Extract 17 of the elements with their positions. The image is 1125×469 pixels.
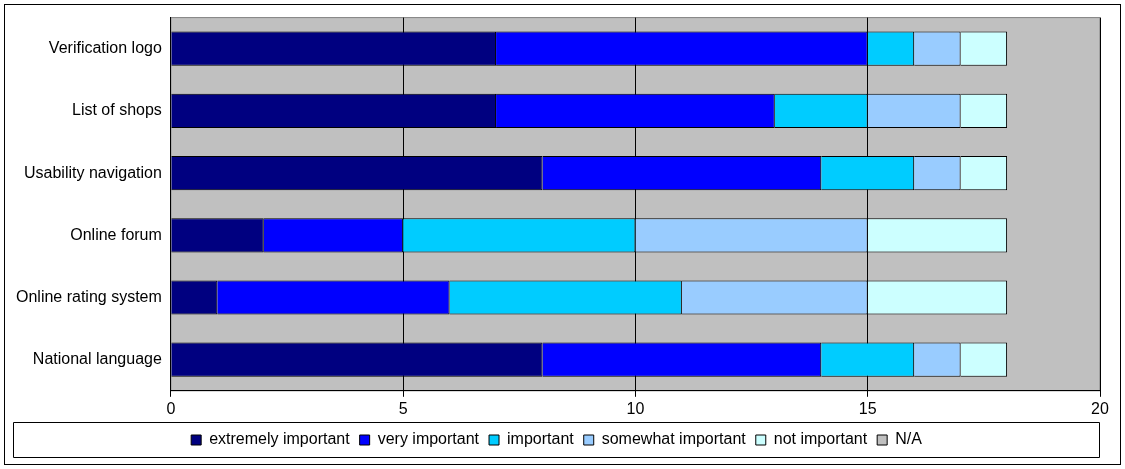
y-tick-label: Online rating system	[15, 287, 162, 305]
y-tick-label: Verification logo	[48, 39, 162, 57]
legend-label: N/A	[895, 430, 923, 448]
legend-label: not important	[773, 430, 868, 448]
x-tick-label: 20	[1091, 399, 1109, 417]
x-tick-label: 10	[626, 399, 645, 417]
y-tick-label: Usability navigation	[23, 163, 162, 181]
x-tick-label: 0	[166, 399, 176, 417]
y-tick-label: List of shops	[72, 101, 162, 119]
y-tick-label: National language	[32, 350, 162, 368]
y-tick-label: Online forum	[70, 225, 162, 243]
legend-label: important	[507, 430, 575, 448]
legend-label: extremely important	[209, 430, 351, 448]
x-tick-label: 15	[858, 399, 877, 417]
legend-label: somewhat important	[601, 430, 747, 448]
x-tick-label: 5	[398, 399, 408, 417]
legend-label: very important	[377, 430, 480, 448]
